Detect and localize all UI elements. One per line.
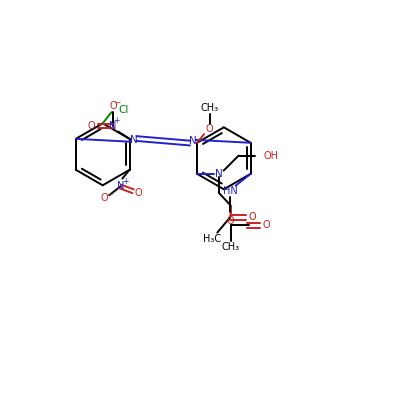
Text: CH₃: CH₃ bbox=[201, 103, 219, 113]
Text: +: + bbox=[113, 116, 120, 125]
Text: +: + bbox=[122, 177, 129, 186]
Text: O: O bbox=[227, 216, 234, 226]
Text: −: − bbox=[114, 98, 121, 107]
Text: CH₃: CH₃ bbox=[222, 242, 240, 252]
Text: N: N bbox=[215, 169, 223, 179]
Text: O: O bbox=[88, 121, 96, 131]
Text: N: N bbox=[117, 182, 124, 192]
Text: O: O bbox=[101, 194, 108, 204]
Text: N: N bbox=[109, 121, 116, 131]
Text: O: O bbox=[206, 124, 214, 134]
Text: Cl: Cl bbox=[118, 105, 128, 115]
Text: O: O bbox=[109, 101, 117, 111]
Text: O: O bbox=[248, 212, 256, 222]
Text: −: − bbox=[106, 190, 113, 199]
Text: OH: OH bbox=[263, 150, 278, 160]
Text: N: N bbox=[189, 136, 197, 146]
Text: O: O bbox=[134, 188, 142, 198]
Text: N: N bbox=[130, 135, 138, 145]
Text: HN: HN bbox=[223, 186, 237, 196]
Text: O: O bbox=[262, 220, 270, 230]
Text: H₃C: H₃C bbox=[203, 234, 221, 244]
